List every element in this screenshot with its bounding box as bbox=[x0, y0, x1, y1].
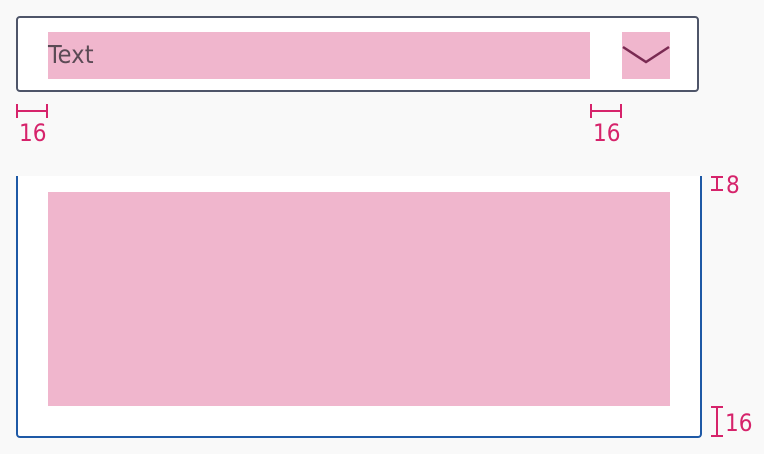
field-text-area: Text bbox=[48, 32, 590, 79]
chevron-area[interactable] bbox=[622, 32, 670, 79]
spacing-marker-list-top bbox=[711, 176, 723, 191]
spacing-marker-list-bottom bbox=[711, 406, 723, 437]
list-content-area[interactable] bbox=[48, 192, 670, 406]
spacing-marker-left bbox=[16, 104, 48, 118]
spacing-label-list-bottom: 16 bbox=[725, 409, 753, 437]
spacing-label-chevron: 16 bbox=[593, 119, 621, 147]
field-text: Text bbox=[48, 40, 94, 69]
spacing-label-left: 16 bbox=[19, 119, 47, 147]
spacing-label-list-top: 8 bbox=[726, 171, 740, 199]
chevron-down-icon bbox=[622, 45, 670, 64]
spacing-marker-chevron bbox=[590, 104, 622, 118]
